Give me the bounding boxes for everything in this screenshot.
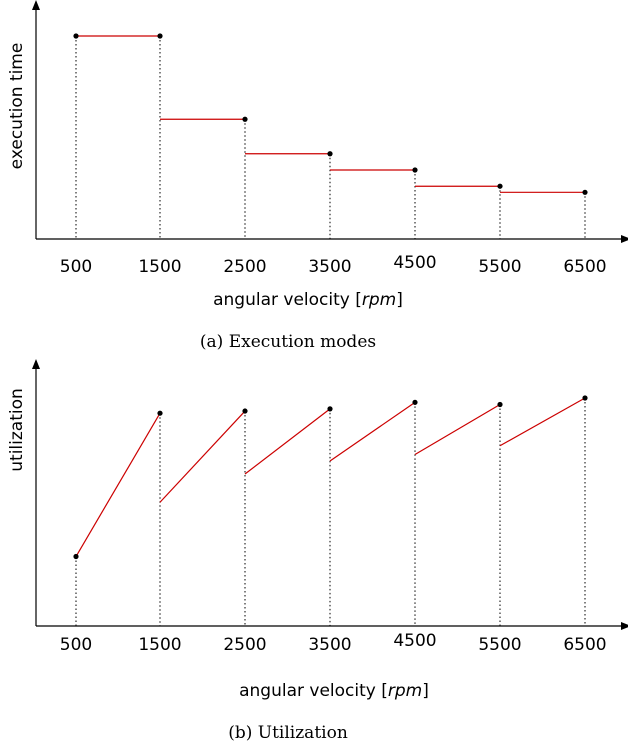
data-segment [329, 401, 416, 462]
data-point [327, 151, 333, 157]
y-axis-label-a: execution time [7, 43, 27, 170]
data-point [327, 406, 333, 412]
x-tick-label: 500 [60, 635, 92, 655]
x-tick-label: 5500 [478, 257, 521, 277]
data-point [497, 183, 503, 189]
x-tick-label: 1500 [138, 257, 181, 277]
data-segment [499, 397, 586, 447]
chart-panel-execution-modes: 500 1500 2500 3500 4500 5500 6500 execution ti… [7, 0, 628, 352]
x-tick-label: 3500 [308, 635, 351, 655]
x-axis-unit-b: rpm [388, 681, 422, 701]
data-point [73, 33, 79, 39]
chart-panel-utilization: 500 1500 2500 3500 4500 5500 6500 utilization … [7, 359, 628, 743]
data-point [73, 553, 79, 560]
data-point [582, 395, 588, 401]
data-point [497, 401, 503, 408]
x-tick-label: 3500 [308, 257, 351, 277]
x-tick-label: 6500 [563, 635, 606, 655]
x-axis-arrow-a [621, 235, 628, 243]
x-tick-label: 6500 [563, 257, 606, 277]
y-axis-label-b: utilization [7, 388, 27, 472]
y-axis-arrow-a [32, 0, 40, 10]
x-axis-label-a: angular velocity [rpm] [213, 290, 403, 310]
data-segment [159, 410, 246, 503]
x-tick-label: 2500 [223, 635, 266, 655]
x-tick-label: 4500 [393, 253, 436, 273]
x-axis-arrow-b [621, 622, 628, 630]
caption-a: (a) Execution modes [200, 332, 376, 352]
y-axis-arrow-b [32, 359, 40, 369]
data-segment [244, 408, 331, 475]
data-segment [414, 403, 501, 455]
x-axis-unit-a: rpm [362, 290, 396, 310]
x-tick-label: 1500 [138, 635, 181, 655]
caption-b: (b) Utilization [228, 723, 348, 743]
data-point [582, 189, 588, 195]
data-point [157, 410, 163, 416]
data-point [157, 33, 163, 39]
data-point [412, 167, 418, 173]
x-tick-label: 500 [60, 257, 92, 277]
x-axis-label-text-a: angular velocity [213, 290, 350, 310]
x-axis-label-b: angular velocity [rpm] [239, 681, 429, 701]
data-point [412, 399, 418, 405]
x-tick-label: 4500 [393, 631, 436, 651]
data-point [242, 116, 248, 122]
x-axis-label-text-b: angular velocity [239, 681, 376, 701]
data-segment [75, 412, 161, 557]
data-point [242, 408, 248, 414]
x-tick-label: 5500 [478, 635, 521, 655]
x-tick-label: 2500 [223, 257, 266, 277]
